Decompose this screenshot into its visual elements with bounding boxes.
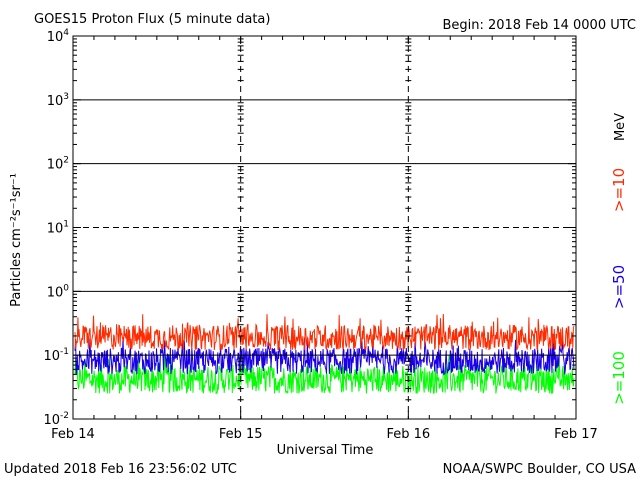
y-tick-label: 104 bbox=[47, 28, 70, 45]
y-tick-label: 103 bbox=[47, 92, 69, 109]
grid-layer bbox=[72, 35, 577, 420]
plot-frame bbox=[72, 35, 577, 420]
x-tick-label: Feb 15 bbox=[219, 427, 263, 442]
y-axis-label: Particles cm⁻²s⁻¹sr⁻¹ bbox=[9, 173, 24, 307]
series-trace-ge10 bbox=[74, 313, 575, 351]
legend: MeV >=10 >=50 >=100 bbox=[610, 113, 628, 405]
x-axis-label: Universal Time bbox=[277, 443, 374, 458]
legend-entry: >=100 bbox=[610, 351, 628, 405]
legend-entry: >=10 bbox=[610, 168, 628, 212]
chart-title: GOES15 Proton Flux (5 minute data) bbox=[34, 12, 270, 27]
tick-labels: 10-2 10-1 100 101 102 103 104 Feb 14 Feb 15 Feb 1… bbox=[43, 28, 597, 442]
series-layer bbox=[74, 313, 575, 395]
y-tick-label: 10-2 bbox=[43, 411, 69, 428]
x-tick-label: Feb 16 bbox=[386, 427, 430, 442]
x-tick-label: Feb 17 bbox=[554, 427, 598, 442]
begin-time: Begin: 2018 Feb 14 0000 UTC bbox=[442, 18, 636, 33]
y-tick-label: 101 bbox=[47, 220, 69, 237]
y-tick-label: 102 bbox=[47, 156, 69, 173]
series-trace-ge50 bbox=[74, 337, 575, 376]
updated-time: Updated 2018 Feb 16 23:56:02 UTC bbox=[4, 462, 237, 477]
x-tick-label: Feb 14 bbox=[51, 427, 95, 442]
legend-entry: >=50 bbox=[610, 265, 628, 309]
legend-unit: MeV bbox=[613, 113, 628, 141]
y-tick-label: 100 bbox=[47, 283, 70, 300]
credit: NOAA/SWPC Boulder, CO USA bbox=[443, 462, 636, 477]
y-tick-label: 10-1 bbox=[43, 347, 69, 364]
